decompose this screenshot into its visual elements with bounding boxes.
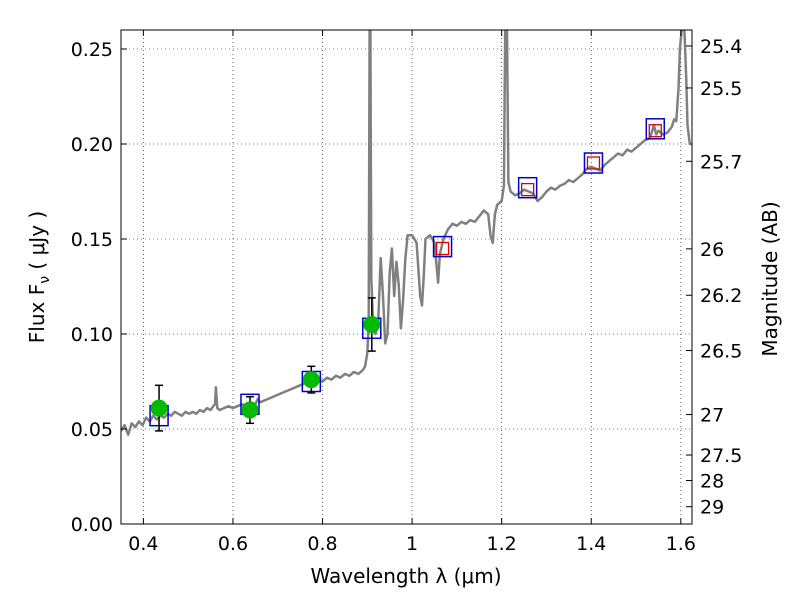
y-tick-label: 0.05 bbox=[71, 419, 113, 441]
y-tick-labels: 0.00 0.05 0.10 0.15 0.20 0.25 bbox=[71, 39, 113, 536]
x-tick-labels: 0.4 0.6 0.8 1 1.2 1.4 1.6 bbox=[128, 533, 696, 555]
magnitude-tick-label: 25.7 bbox=[700, 151, 742, 173]
x-tick-label: 0.8 bbox=[307, 533, 337, 555]
magnitude-tick-label: 25.4 bbox=[700, 36, 742, 58]
x-tick-label: 0.6 bbox=[218, 533, 248, 555]
magnitude-tick-label: 26.2 bbox=[700, 285, 742, 307]
magnitude-tick-label: 26 bbox=[700, 239, 724, 261]
y-tick-label: 0.15 bbox=[71, 229, 113, 251]
y-tick-label: 0.00 bbox=[71, 514, 113, 536]
model-flux-box bbox=[645, 118, 666, 140]
model-flux-box bbox=[583, 152, 604, 174]
magnitude-tick-label: 28 bbox=[700, 470, 724, 492]
y-axis-label: Flux Fν ( μJy ) bbox=[25, 211, 53, 343]
model-flux-box bbox=[517, 176, 538, 199]
y-tick-label: 0.10 bbox=[71, 324, 113, 346]
magnitude-tick-label: 27.5 bbox=[700, 445, 742, 467]
secondary-y-axis-label: Magnitude (AB) bbox=[758, 201, 782, 356]
y-tick-label: 0.20 bbox=[71, 134, 113, 156]
x-tick-label: 1 bbox=[406, 533, 418, 555]
magnitude-tick-label: 29 bbox=[700, 497, 724, 519]
measured-flux-square bbox=[520, 182, 535, 197]
x-tick-label: 1.2 bbox=[487, 533, 517, 555]
measured-flux-point bbox=[241, 401, 259, 419]
y-axis-label-main: Flux F bbox=[25, 284, 49, 343]
magnitude-tick-label: 25.5 bbox=[700, 78, 742, 100]
y-axis-label-subscript: ν bbox=[37, 276, 53, 284]
x-axis-label: Wavelength λ (μm) bbox=[310, 564, 501, 588]
measured-flux-point bbox=[150, 399, 168, 417]
plot-area bbox=[121, 30, 692, 524]
x-tick-label: 1.6 bbox=[666, 533, 696, 555]
y-axis-label-unit: ( μJy ) bbox=[25, 211, 49, 276]
tick-marks bbox=[121, 30, 692, 525]
y-tick-label: 0.25 bbox=[71, 39, 113, 61]
x-tick-label: 0.4 bbox=[128, 533, 158, 555]
measured-flux-square bbox=[586, 156, 601, 170]
magnitude-tick-label: 27 bbox=[700, 405, 724, 427]
magnitude-tick-label: 26.5 bbox=[700, 341, 742, 363]
data-layer bbox=[121, 30, 692, 436]
measured-flux-point bbox=[302, 371, 320, 389]
measured-flux-square bbox=[648, 124, 662, 138]
measured-flux-square bbox=[435, 241, 450, 256]
axes-frame bbox=[120, 29, 693, 525]
measured-flux-point bbox=[363, 316, 381, 333]
x-tick-label: 1.4 bbox=[576, 533, 606, 555]
model-flux-box bbox=[432, 235, 453, 258]
magnitude-tick-labels: 25.4 25.5 25.7 26 26.2 26.5 27 27.5 28 29 bbox=[700, 36, 742, 519]
